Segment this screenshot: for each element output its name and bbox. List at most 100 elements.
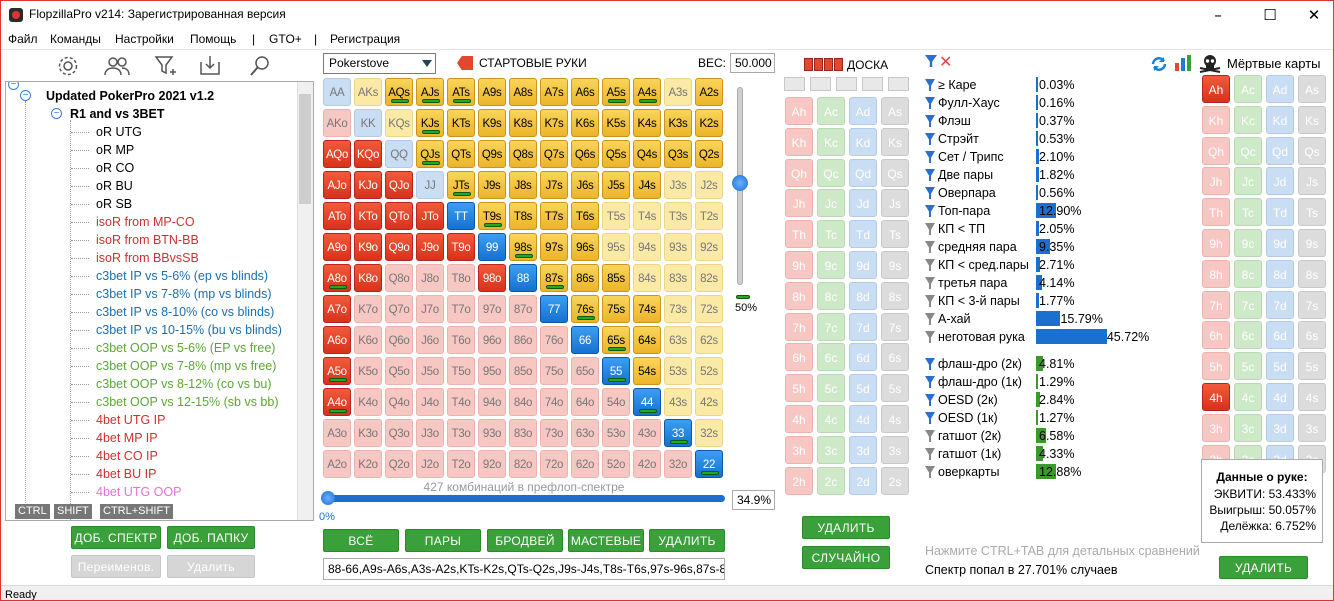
- hand-cell[interactable]: 52o: [602, 450, 630, 478]
- hand-cell[interactable]: K9o: [354, 233, 382, 261]
- hand-cell[interactable]: 96o: [478, 326, 506, 354]
- board-card[interactable]: Ac: [817, 97, 845, 125]
- tree-item[interactable]: 4bet MP IP: [96, 431, 158, 445]
- hand-cell[interactable]: A5o: [323, 357, 351, 385]
- hand-cell[interactable]: 98s: [509, 233, 537, 261]
- dead-card[interactable]: 8h: [1202, 259, 1230, 288]
- hand-cell[interactable]: A2s: [695, 78, 723, 106]
- tree-item[interactable]: c3bet OOP vs 8-12% (co vs bu): [96, 377, 272, 391]
- board-card[interactable]: 2c: [817, 466, 845, 495]
- refresh-icon[interactable]: [1150, 55, 1168, 73]
- scrollbar-thumb[interactable]: [299, 94, 311, 204]
- menu-commands[interactable]: Команды: [50, 32, 101, 46]
- hand-cell[interactable]: T4o: [447, 388, 475, 416]
- hand-cell[interactable]: K7s: [540, 109, 568, 137]
- tree-item[interactable]: isoR from BBvsSB: [96, 251, 199, 265]
- hand-cell[interactable]: KJo: [354, 171, 382, 199]
- tree-item[interactable]: c3bet OOP vs 12-15% (sb vs bb): [96, 395, 279, 409]
- hand-cell[interactable]: Q9o: [385, 233, 413, 261]
- hand-cell[interactable]: J7o: [416, 295, 444, 323]
- dead-card[interactable]: Ah: [1202, 75, 1230, 103]
- hand-cell[interactable]: J6o: [416, 326, 444, 354]
- dead-card[interactable]: 8c: [1234, 259, 1262, 288]
- board-card[interactable]: 9s: [881, 251, 909, 279]
- hand-cell[interactable]: QTs: [447, 140, 475, 168]
- hand-cell[interactable]: QTo: [385, 202, 413, 230]
- dead-card[interactable]: Ks: [1298, 105, 1326, 134]
- filter-icon[interactable]: [925, 205, 935, 217]
- hand-cell[interactable]: J9s: [478, 171, 506, 199]
- hand-cell[interactable]: AQo: [323, 140, 351, 168]
- tree-item[interactable]: oR SB: [96, 197, 133, 211]
- hand-cell[interactable]: 85s: [602, 264, 630, 292]
- hand-cell[interactable]: 74s: [633, 295, 661, 323]
- hand-cell[interactable]: 84s: [633, 264, 661, 292]
- hand-cell[interactable]: 22: [695, 450, 723, 478]
- dead-card[interactable]: 3c: [1234, 413, 1262, 442]
- hand-cell[interactable]: J9o: [416, 233, 444, 261]
- hand-cell[interactable]: KJs: [416, 109, 444, 137]
- dead-card[interactable]: Ad: [1266, 75, 1294, 103]
- filter-icon[interactable]: [925, 277, 935, 289]
- hand-cell[interactable]: Q8s: [509, 140, 537, 168]
- hand-cell[interactable]: 62o: [571, 450, 599, 478]
- hand-cell[interactable]: AJs: [416, 78, 444, 106]
- filter-icon[interactable]: [925, 241, 935, 253]
- hand-cell[interactable]: Q6o: [385, 326, 413, 354]
- select-all-button[interactable]: ВСЁ: [323, 529, 399, 552]
- hand-cell[interactable]: A3s: [664, 78, 692, 106]
- hand-cell[interactable]: 43s: [664, 388, 692, 416]
- filter-icon[interactable]: [925, 376, 935, 388]
- board-card[interactable]: 4s: [881, 405, 909, 433]
- hand-cell[interactable]: TT: [447, 202, 475, 230]
- tree-root[interactable]: Updated PokerPro 2021 v1.2: [46, 89, 215, 103]
- hand-cell[interactable]: KK: [354, 109, 382, 137]
- hand-cell[interactable]: 86o: [509, 326, 537, 354]
- hand-cell[interactable]: K9s: [478, 109, 506, 137]
- hand-cell[interactable]: Q6s: [571, 140, 599, 168]
- hand-cell[interactable]: K6o: [354, 326, 382, 354]
- hand-cell[interactable]: 75s: [602, 295, 630, 323]
- dead-card[interactable]: 9s: [1298, 229, 1326, 257]
- delete-range-button[interactable]: Удалить: [167, 555, 255, 578]
- hand-cell[interactable]: T6o: [447, 326, 475, 354]
- hand-cell[interactable]: T6s: [571, 202, 599, 230]
- hand-cell[interactable]: T7o: [447, 295, 475, 323]
- dead-card[interactable]: 7c: [1234, 290, 1262, 319]
- dead-card[interactable]: 7h: [1202, 290, 1230, 319]
- hand-cell[interactable]: QJo: [385, 171, 413, 199]
- dead-card[interactable]: 9h: [1202, 229, 1230, 257]
- hand-cell[interactable]: K6s: [571, 109, 599, 137]
- hand-cell[interactable]: JTs: [447, 171, 475, 199]
- board-card[interactable]: Qc: [817, 158, 845, 187]
- hand-cell[interactable]: 53o: [602, 419, 630, 447]
- hand-cell[interactable]: 33: [664, 419, 692, 447]
- range-slider-thumb[interactable]: [321, 491, 335, 505]
- hand-cell[interactable]: K8o: [354, 264, 382, 292]
- filter-icon[interactable]: [925, 151, 935, 163]
- dead-card[interactable]: Qh: [1202, 136, 1230, 165]
- filter-add-icon[interactable]: [152, 53, 180, 79]
- board-card[interactable]: 9c: [817, 251, 845, 279]
- tree-item[interactable]: oR BU: [96, 179, 133, 193]
- suited-button[interactable]: МАСТЕВЫЕ: [568, 529, 644, 552]
- filter-icon[interactable]: [925, 79, 935, 91]
- dead-card[interactable]: Kd: [1266, 105, 1294, 134]
- dead-card[interactable]: 8d: [1266, 259, 1294, 288]
- filter-icon[interactable]: [925, 358, 935, 370]
- weight-input[interactable]: 50.000: [730, 53, 775, 73]
- hand-cell[interactable]: K2s: [695, 109, 723, 137]
- hand-cell[interactable]: 64o: [571, 388, 599, 416]
- dead-card[interactable]: 9c: [1234, 229, 1262, 257]
- board-card[interactable]: 2h: [785, 466, 813, 495]
- board-card[interactable]: Th: [785, 220, 813, 249]
- board-card[interactable]: 4d: [849, 405, 877, 433]
- hand-cell[interactable]: J6s: [571, 171, 599, 199]
- dead-card[interactable]: 6h: [1202, 321, 1230, 350]
- hand-cell[interactable]: Q5o: [385, 357, 413, 385]
- dead-card[interactable]: Qd: [1266, 136, 1294, 165]
- import-icon[interactable]: [196, 53, 224, 79]
- hand-cell[interactable]: 95s: [602, 233, 630, 261]
- board-random-button[interactable]: СЛУЧАЙНО: [802, 546, 890, 569]
- dead-card[interactable]: 5c: [1234, 352, 1262, 381]
